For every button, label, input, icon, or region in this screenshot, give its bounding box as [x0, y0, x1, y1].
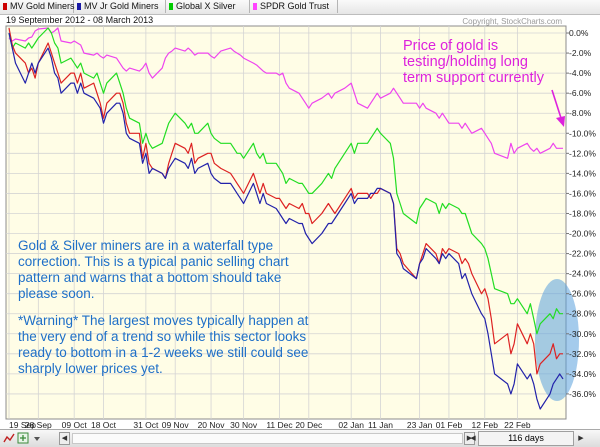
warning-annotation-line: sharply lower prices yet. — [18, 361, 163, 376]
legend-swatch — [3, 3, 7, 10]
y-tick-label: -30.0% — [569, 329, 596, 339]
range-days-box[interactable]: 116 days — [478, 431, 574, 446]
bottom-highlight-ellipse — [535, 279, 579, 401]
legend-swatch — [77, 3, 81, 10]
date-range-scrollbar[interactable] — [72, 433, 463, 444]
x-tick-label: 11 Dec — [266, 420, 293, 429]
x-tick-label: 31 Oct — [133, 420, 159, 429]
x-tick-label: 22 Feb — [504, 420, 531, 429]
navigator-bar: ◀ ▶ ◀ 116 days ▶ — [0, 429, 600, 447]
gold-arrow-head — [556, 116, 565, 127]
warning-annotation-line: *Warning* The largest moves typically ha… — [18, 313, 309, 328]
y-tick-label: -6.0% — [569, 88, 592, 98]
warning-annotation-line: the very end of a trend so while this se… — [18, 329, 306, 344]
series-line-global-x-silver — [8, 27, 563, 335]
line-chart-tool-icon[interactable] — [3, 432, 15, 444]
price-performance-chart: 0.0% -2.0% -4.0% -6.0% -8.0% -10.0% -12.0% -14.… — [5, 15, 596, 429]
y-axis: 0.0% -2.0% -4.0% -6.0% -8.0% -10.0% -12.0% -14.… — [566, 28, 596, 399]
series-lines — [8, 27, 564, 410]
copyright-label: Copyright, StockCharts.com — [462, 17, 562, 26]
y-tick-label: -16.0% — [569, 188, 596, 198]
x-tick-label: 28 Sep — [25, 420, 52, 429]
legend-label: MV Jr Gold Miners — [84, 1, 159, 11]
x-tick-label: 20 Dec — [295, 420, 323, 429]
y-tick-label: -12.0% — [569, 148, 596, 158]
y-tick-label: -14.0% — [569, 168, 596, 178]
y-tick-label: -28.0% — [569, 309, 596, 319]
range-decrease-icon[interactable]: ◀ — [470, 435, 476, 442]
x-tick-label: 30 Nov — [230, 420, 258, 429]
y-tick-label: -8.0% — [569, 108, 592, 118]
y-tick-label: -20.0% — [569, 229, 596, 239]
date-range-label: 19 September 2012 - 08 March 2013 — [6, 15, 153, 25]
warning-annotation: *Warning* The largest moves typically ha… — [18, 313, 309, 376]
x-tick-label: 18 Oct — [91, 420, 117, 429]
x-tick-label: 20 Nov — [198, 420, 226, 429]
chart-area: 0.0% -2.0% -4.0% -6.0% -8.0% -10.0% -12.0% -14.… — [0, 14, 600, 429]
y-tick-label: -32.0% — [569, 349, 596, 359]
x-tick-label: 12 Feb — [472, 420, 499, 429]
series-line-mv-gold-miners — [8, 27, 563, 375]
legend-item-mv-jr-gold-miners[interactable]: MV Jr Gold Miners — [74, 0, 166, 13]
legend-label: MV Gold Miners — [10, 1, 75, 11]
y-tick-label: -10.0% — [569, 128, 596, 138]
warning-annotation-line: ready to bottom in a 1-2 weeks we still … — [18, 345, 308, 360]
legend-item-mv-gold-miners[interactable]: MV Gold Miners — [0, 0, 75, 13]
miners-annotation-line: Gold & Silver miners are in a waterfall … — [18, 238, 273, 253]
y-tick-label: -26.0% — [569, 289, 596, 299]
gold-annotation-line: Price of gold is — [403, 38, 498, 54]
legend-label: SPDR Gold Trust — [260, 1, 330, 11]
legend-swatch — [253, 3, 257, 10]
y-tick-label: 0.0% — [569, 28, 589, 38]
miners-annotation-line: pattern and warns that a bottom should t… — [18, 270, 281, 285]
miners-annotation: Gold & Silver miners are in a waterfall … — [18, 238, 289, 301]
legend-swatch — [169, 3, 173, 10]
legend-bar: MV Gold Miners MV Jr Gold Miners Global … — [0, 0, 600, 15]
y-tick-label: -24.0% — [569, 269, 596, 279]
range-label: 116 days — [508, 433, 544, 443]
gold-annotation: Price of gold is testing/holding long te… — [403, 38, 545, 86]
range-increase-icon[interactable]: ▶ — [578, 435, 584, 442]
x-tick-label: 02 Jan — [338, 420, 364, 429]
x-tick-label: 11 Jan — [368, 420, 393, 429]
scroll-right-button[interactable]: ▶ — [464, 432, 475, 445]
x-tick-label: 09 Oct — [62, 420, 88, 429]
miners-annotation-line: please soon. — [18, 286, 95, 301]
y-tick-label: -36.0% — [569, 389, 596, 399]
grid-lines — [6, 26, 566, 419]
series-line-spdr-gold-trust — [8, 27, 563, 159]
y-tick-label: -18.0% — [569, 208, 596, 218]
y-tick-label: -34.0% — [569, 369, 596, 379]
gold-annotation-line: term support currently — [403, 70, 545, 86]
legend-item-spdr-gold-trust[interactable]: SPDR Gold Trust — [250, 0, 338, 13]
dropdown-arrow-icon[interactable] — [31, 432, 43, 444]
zoom-tool-icon[interactable] — [17, 432, 29, 444]
miners-annotation-line: correction. This is a typical panic sell… — [18, 254, 289, 269]
gold-arrow-shaft — [551, 89, 562, 119]
y-tick-label: -22.0% — [569, 249, 596, 259]
y-tick-label: -2.0% — [569, 48, 592, 58]
x-tick-label: 01 Feb — [436, 420, 463, 429]
x-tick-label: 09 Nov — [162, 420, 190, 429]
legend-item-global-x-silver[interactable]: Global X Silver — [166, 0, 250, 13]
series-line-mv-jr-gold-miners — [8, 32, 564, 410]
x-tick-label: 19 Sep — [9, 420, 36, 429]
gold-annotation-line: testing/holding long — [403, 54, 528, 70]
legend-label: Global X Silver — [176, 1, 236, 11]
x-tick-label: 23 Jan — [407, 420, 433, 429]
y-tick-label: -4.0% — [569, 68, 592, 78]
scroll-left-button[interactable]: ◀ — [59, 432, 70, 445]
